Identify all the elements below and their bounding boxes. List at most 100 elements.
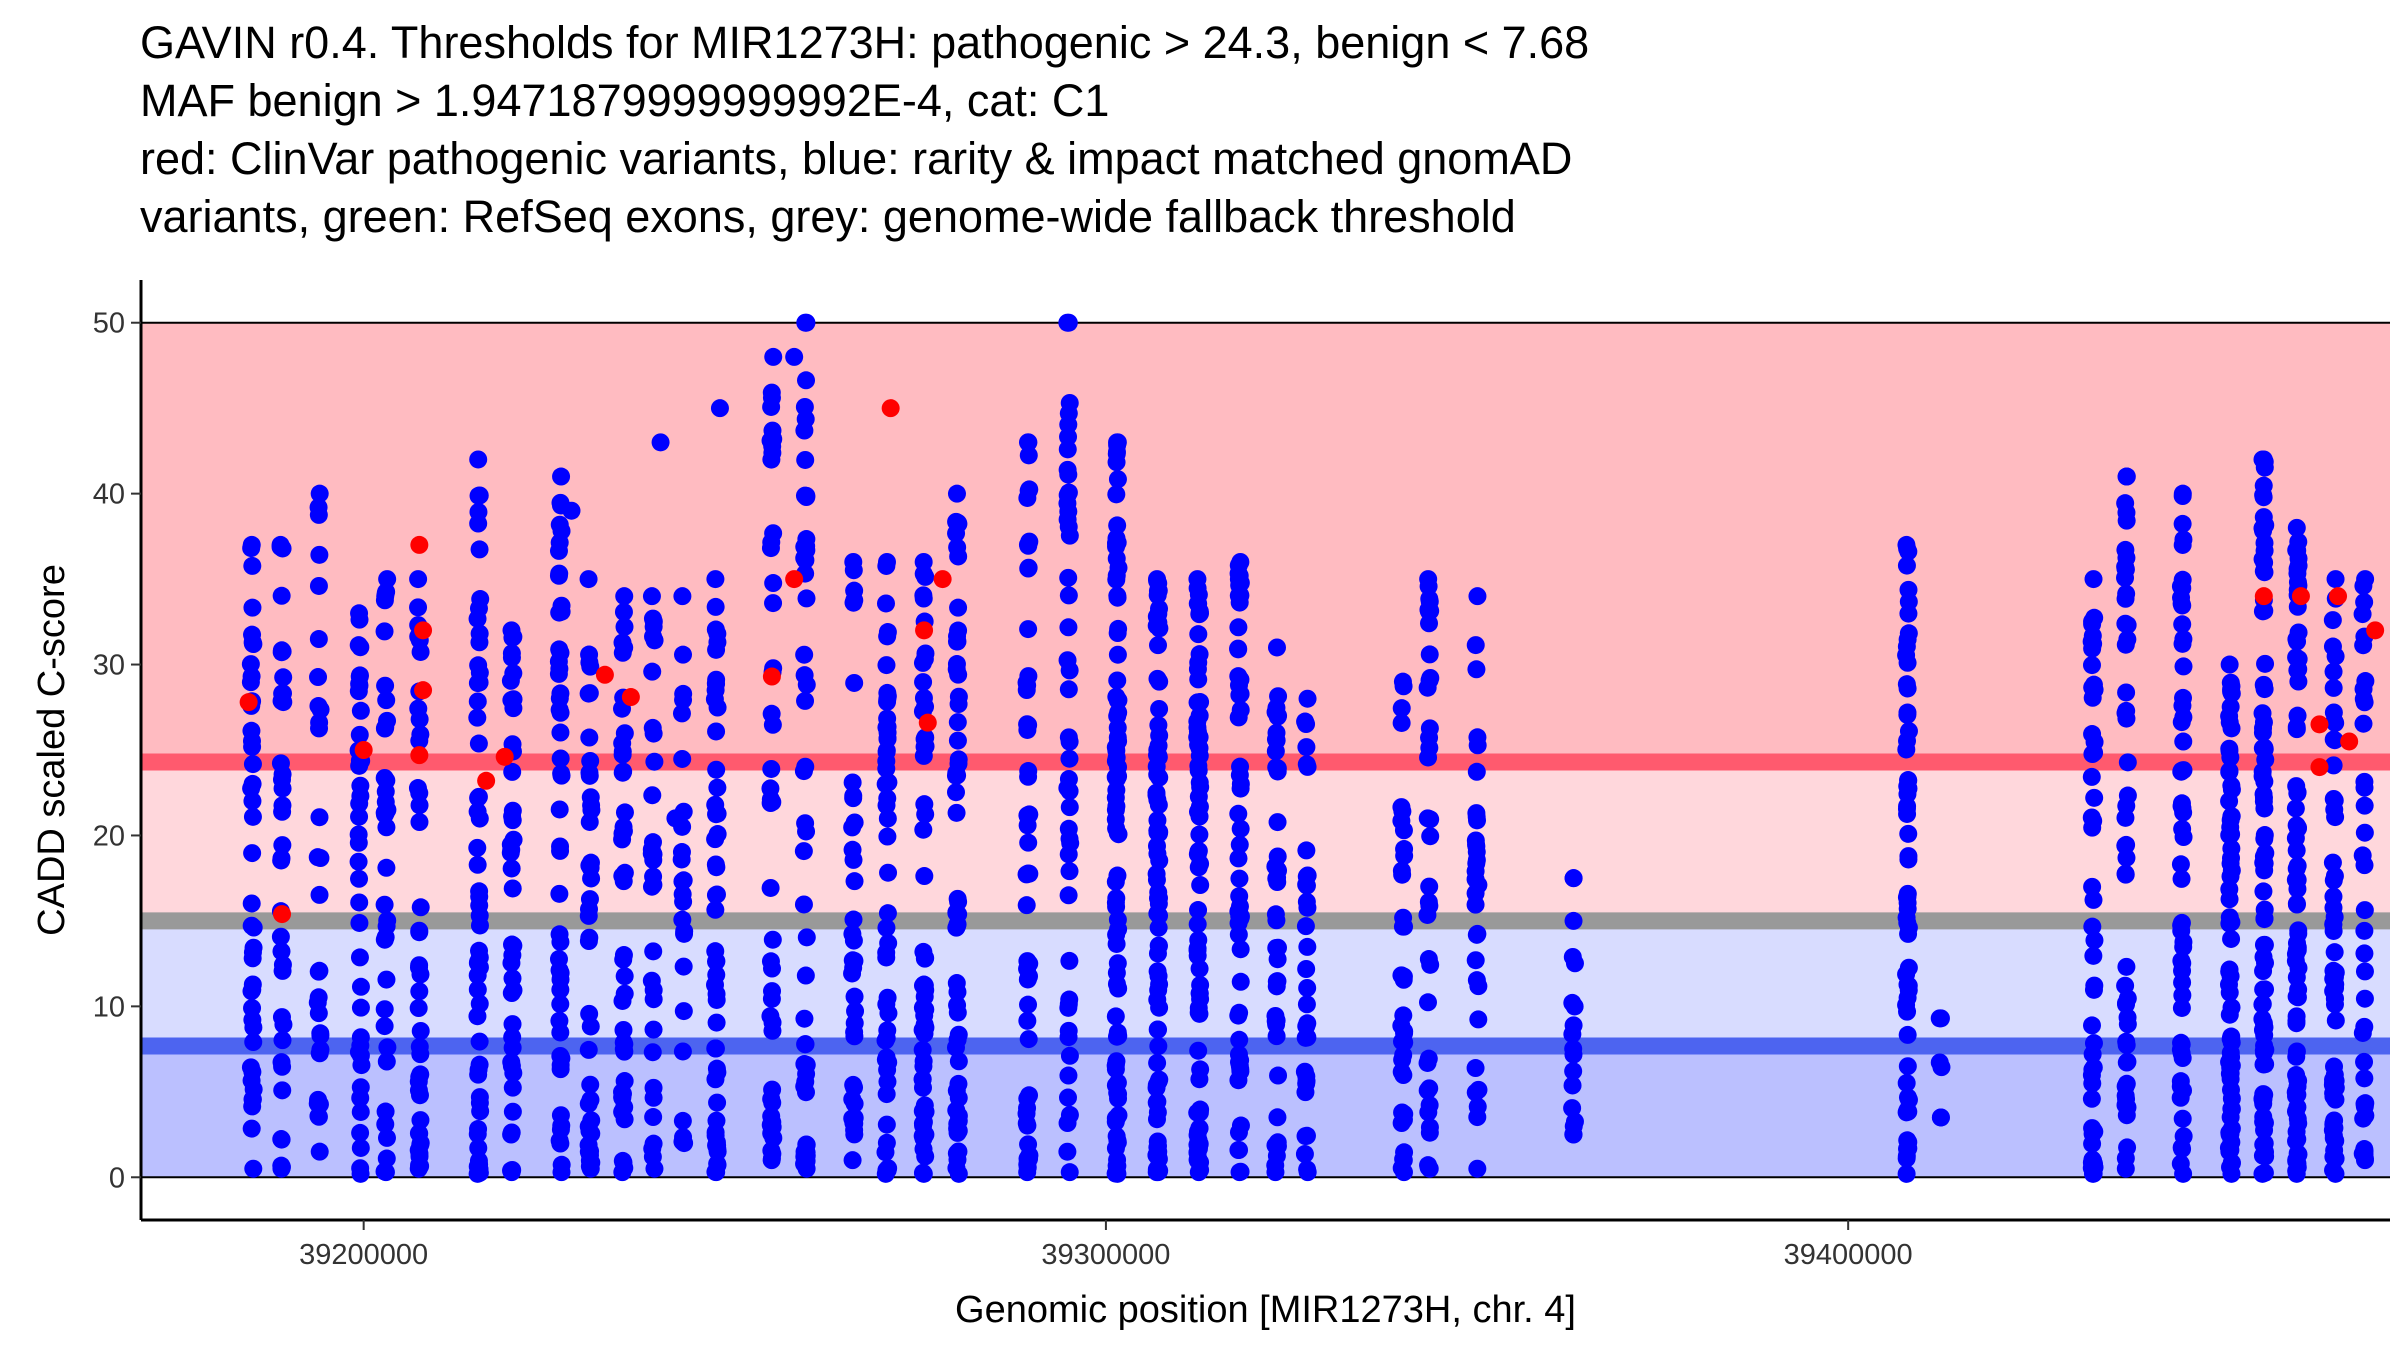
gnomad-point bbox=[1107, 549, 1126, 568]
gnomad-point bbox=[2355, 778, 2374, 797]
gnomad-point bbox=[948, 713, 967, 732]
gnomad-point bbox=[1897, 556, 1916, 575]
gnomad-point bbox=[241, 655, 260, 674]
gnomad-point bbox=[1393, 1103, 1412, 1122]
gnomad-point bbox=[272, 1008, 291, 1027]
gnomad-point bbox=[2222, 825, 2241, 844]
gnomad-point bbox=[916, 567, 935, 586]
gnomad-point bbox=[2117, 995, 2136, 1014]
gnomad-point bbox=[503, 1102, 522, 1121]
gnomad-point bbox=[2118, 1015, 2137, 1034]
gnomad-point bbox=[1191, 1100, 1210, 1119]
gnomad-point bbox=[469, 1120, 488, 1139]
x-tick-label: 39400000 bbox=[1784, 1239, 1913, 1271]
gnomad-point bbox=[1059, 998, 1078, 1017]
gnomad-point bbox=[1468, 1159, 1487, 1178]
gnomad-point bbox=[1419, 1156, 1438, 1175]
gnomad-point bbox=[551, 723, 570, 742]
gnomad-point bbox=[273, 1057, 292, 1076]
gnomad-point bbox=[845, 1108, 864, 1127]
gnomad-point bbox=[2288, 661, 2307, 680]
gnomad-point bbox=[1418, 905, 1437, 924]
gnomad-point bbox=[350, 913, 369, 932]
gnomad-point bbox=[2288, 541, 2307, 560]
clinvar-point bbox=[2254, 587, 2273, 606]
gnomad-point bbox=[2173, 487, 2192, 506]
gnomad-point bbox=[2288, 856, 2307, 875]
gnomad-point bbox=[2117, 1074, 2136, 1093]
gnomad-point bbox=[2082, 1089, 2101, 1108]
gnomad-point bbox=[914, 1164, 933, 1183]
gnomad-point bbox=[470, 1093, 489, 1112]
gnomad-point bbox=[913, 1078, 932, 1097]
gnomad-point bbox=[468, 708, 487, 727]
gnomad-point bbox=[1467, 762, 1486, 781]
gnomad-point bbox=[2173, 634, 2192, 653]
gnomad-point bbox=[1229, 849, 1248, 868]
gnomad-point bbox=[376, 1102, 395, 1121]
clinvar-point bbox=[933, 570, 952, 589]
gnomad-point bbox=[1108, 1133, 1127, 1152]
gnomad-point bbox=[644, 1108, 663, 1127]
gnomad-point bbox=[1019, 1135, 1038, 1154]
gnomad-point bbox=[796, 691, 815, 710]
gnomad-point bbox=[351, 1028, 370, 1047]
gnomad-point bbox=[1108, 866, 1127, 885]
gnomad-point bbox=[1230, 897, 1249, 916]
gnomad-point bbox=[1229, 640, 1248, 659]
gnomad-point bbox=[1189, 858, 1208, 877]
gnomad-point bbox=[1150, 599, 1169, 618]
gnomad-point bbox=[243, 755, 262, 774]
gnomad-point bbox=[2173, 954, 2192, 973]
gnomad-point bbox=[470, 486, 489, 505]
gnomad-point bbox=[1148, 1162, 1167, 1181]
gnomad-point bbox=[706, 830, 725, 849]
gnomad-point bbox=[469, 734, 488, 753]
gnomad-point bbox=[2255, 1113, 2274, 1132]
gnomad-point bbox=[2222, 1099, 2241, 1118]
gnomad-point bbox=[2118, 1138, 2137, 1157]
gnomad-point bbox=[551, 1106, 570, 1125]
gnomad-point bbox=[1108, 707, 1127, 726]
gnomad-point bbox=[615, 617, 634, 636]
gnomad-point bbox=[1266, 703, 1285, 722]
gnomad-point bbox=[2255, 854, 2274, 873]
gnomad-point bbox=[1899, 624, 1918, 643]
gnomad-point bbox=[2116, 635, 2135, 654]
gnomad-point bbox=[1420, 1123, 1439, 1142]
x-axis-title: Genomic position [MIR1273H, chr. 4] bbox=[955, 1289, 1576, 1331]
gnomad-point bbox=[1150, 699, 1169, 718]
gnomad-point bbox=[2355, 901, 2374, 920]
gnomad-point bbox=[2254, 962, 2273, 981]
gnomad-point bbox=[1564, 1039, 1583, 1058]
gnomad-point bbox=[1421, 827, 1440, 846]
gnomad-point bbox=[796, 966, 815, 985]
gnomad-point bbox=[1188, 594, 1207, 613]
gnomad-point bbox=[1058, 460, 1077, 479]
gnomad-point bbox=[2253, 767, 2272, 786]
gnomad-point bbox=[2355, 1052, 2374, 1071]
gnomad-point bbox=[1297, 875, 1316, 894]
gnomad-point bbox=[1466, 1083, 1485, 1102]
gnomad-point bbox=[580, 728, 599, 747]
gnomad-point bbox=[797, 928, 816, 947]
gnomad-point bbox=[1899, 981, 1918, 1000]
gnomad-point bbox=[1148, 581, 1167, 600]
gnomad-point bbox=[1419, 892, 1438, 911]
gnomad-point bbox=[1107, 1161, 1126, 1180]
gnomad-point bbox=[763, 959, 782, 978]
clinvar-point bbox=[2310, 758, 2329, 777]
gnomad-point bbox=[615, 587, 634, 606]
gnomad-point bbox=[1059, 728, 1078, 747]
gnomad-point bbox=[1899, 924, 1918, 943]
gnomad-point bbox=[1394, 677, 1413, 696]
gnomad-point bbox=[580, 1004, 599, 1023]
gnomad-point bbox=[1230, 1003, 1249, 1022]
gnomad-point bbox=[1059, 1028, 1078, 1047]
clinvar-point bbox=[2340, 732, 2359, 751]
gnomad-point bbox=[1060, 862, 1079, 881]
gnomad-point bbox=[1394, 1045, 1413, 1064]
gnomad-point bbox=[1468, 1097, 1487, 1116]
gnomad-point bbox=[550, 800, 569, 819]
gnomad-point bbox=[272, 849, 291, 868]
